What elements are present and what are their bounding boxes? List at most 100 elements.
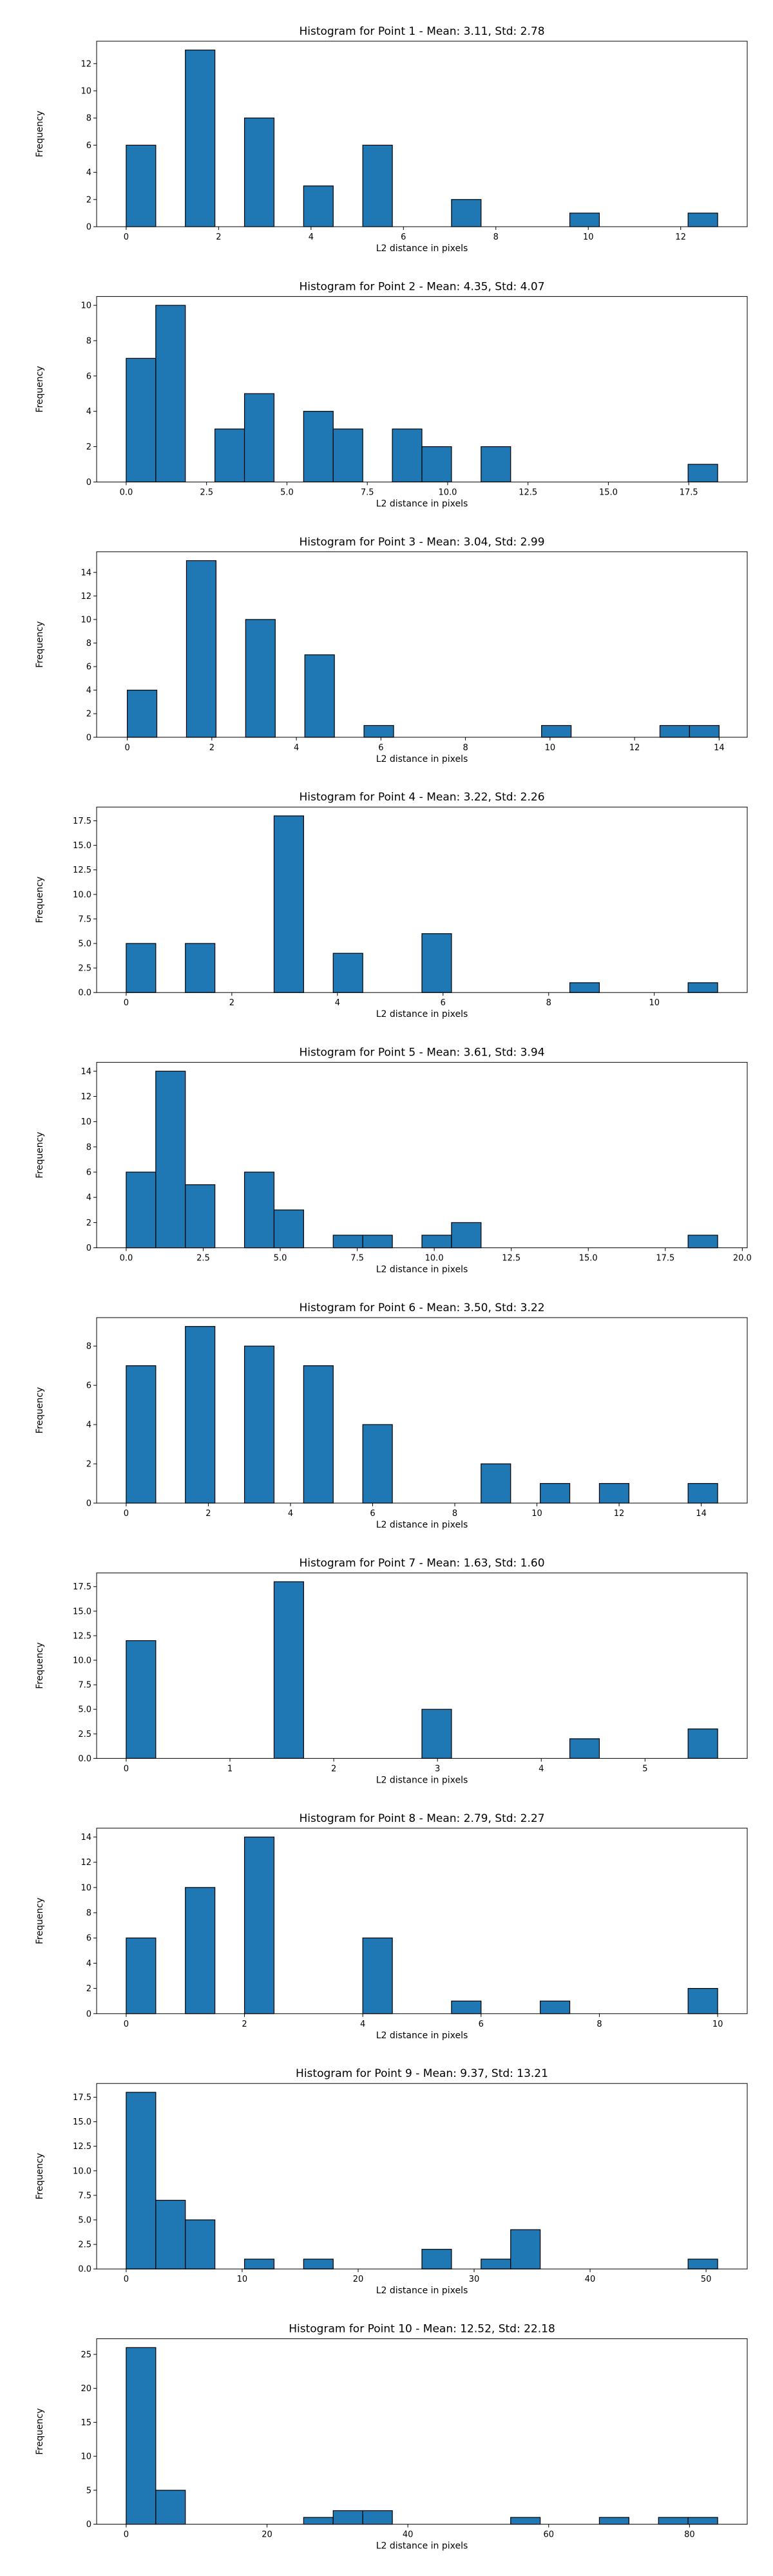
y-tick-label: 12 (81, 1092, 91, 1102)
histogram-bar (687, 213, 718, 227)
x-tick-label: 17.5 (680, 488, 698, 497)
histogram-bar (185, 50, 216, 227)
y-tick-label: 8 (86, 1142, 91, 1152)
histogram-panel-3: 0 2 4 6 8 10 12 14 0 2 4 6 8 10 12 14 Histogram for Poin… (35, 536, 748, 764)
histogram-bar (451, 1222, 482, 1249)
x-tick-label: 10 (545, 743, 556, 753)
y-tick-label: 10.0 (73, 2166, 91, 2176)
x-tick-label: 0.0 (120, 488, 133, 497)
chart-title: Histogram for Point 9 - Mean: 9.37, Std:… (296, 2067, 548, 2080)
histogram-bar (687, 464, 718, 482)
histogram-bar (243, 393, 275, 483)
histogram-bar (243, 1836, 275, 2014)
histogram-panel-4: 0 2 4 6 8 10 0.0 2.5 5.0 7.5 10.0 12.5 15.0 17.5 Histo… (35, 791, 748, 1019)
histogram-bar (421, 933, 452, 993)
y-tick-label: 10 (81, 301, 91, 311)
y-tick-label: 25 (81, 2350, 91, 2360)
chart-title: Histogram for Point 3 - Mean: 3.04, Std:… (299, 536, 544, 549)
y-tick-label: 10 (81, 87, 91, 97)
histogram-bar (687, 1482, 718, 1504)
y-tick-label: 6 (86, 372, 91, 381)
y-tick-label: 0 (86, 2520, 91, 2530)
histogram-bar (421, 446, 452, 482)
axes-frame (96, 1062, 748, 1249)
histogram-bar (362, 1424, 393, 1504)
x-tick-label: 6 (479, 2020, 484, 2029)
x-tick-label: 4 (294, 743, 299, 753)
y-tick-label: 0 (86, 478, 91, 488)
histogram-panel-6: 0 2 4 6 8 10 12 14 0 2 4 6 8 Histogram for Point 6 - … (35, 1302, 748, 1530)
histogram-bar (481, 446, 511, 482)
histogram-bar (155, 2490, 186, 2525)
x-tick-label: 2 (331, 1764, 336, 1774)
x-tick-label: 12 (675, 232, 686, 242)
y-tick-label: 0 (86, 1244, 91, 1253)
y-tick-label: 7.5 (78, 914, 91, 924)
x-tick-label: 10 (531, 1509, 542, 1519)
y-tick-label: 2.5 (78, 1730, 91, 1739)
histogram-bar (185, 1887, 216, 2014)
x-tick-label: 10 (237, 2275, 248, 2284)
y-tick-label: 10.0 (73, 890, 91, 900)
histogram-bar (421, 2249, 452, 2269)
x-tick-label: 14 (714, 743, 725, 753)
histogram-bar (658, 2517, 689, 2525)
y-tick-label: 0 (86, 1499, 91, 1509)
y-tick-label: 8 (86, 114, 91, 124)
histogram-bar (569, 982, 600, 993)
x-tick-label: 2.5 (200, 488, 213, 497)
histogram-bar (540, 1482, 571, 1504)
y-tick-label: 15.0 (73, 2117, 91, 2127)
x-tick-label: 4 (539, 1764, 544, 1774)
histogram-bar (362, 1235, 393, 1249)
histogram-bar (481, 2259, 511, 2269)
x-tick-label: 1 (227, 1764, 233, 1774)
histogram-bar (126, 1365, 157, 1504)
x-tick-label: 7.5 (350, 1254, 364, 1264)
y-tick-label: 14 (81, 1833, 91, 1842)
histogram-bar (126, 1937, 157, 2014)
chart-title: Histogram for Point 5 - Mean: 3.61, Std:… (299, 1046, 544, 1059)
histogram-bar (304, 654, 335, 738)
histogram-bar (421, 1709, 452, 1759)
y-tick-label: 6 (86, 141, 91, 151)
x-tick-label: 15.0 (579, 1254, 598, 1264)
x-tick-label: 80 (684, 2530, 695, 2540)
y-tick-label: 7.5 (78, 1681, 91, 1690)
y-tick-label: 0.0 (78, 1754, 91, 1764)
y-tick-label: 15.0 (73, 1607, 91, 1616)
y-tick-label: 6 (86, 663, 91, 672)
histogram-bar (245, 619, 276, 738)
histogram-bar (569, 1738, 600, 1759)
x-tick-label: 8 (452, 1509, 457, 1519)
x-tick-label: 15.0 (599, 488, 618, 497)
histogram-bar (303, 411, 334, 483)
x-axis-label: L2 distance in pixels (376, 243, 468, 254)
x-tick-label: 0.0 (120, 1254, 133, 1264)
y-tick-label: 0 (86, 733, 91, 743)
histogram-bar (303, 2517, 334, 2525)
y-tick-label: 4 (86, 1959, 91, 1969)
x-tick-label: 8 (596, 2020, 602, 2029)
histogram-panel-5: 0.0 2.5 5.0 7.5 10.0 12.5 15.0 17.5 20.0 0 2 4 6 8 10 1… (35, 1046, 752, 1275)
x-axis-label: L2 distance in pixels (376, 1520, 468, 1530)
histogram-bar (332, 952, 363, 993)
histogram-bar (362, 144, 393, 227)
x-tick-label: 20 (353, 2275, 364, 2284)
x-tick-label: 12 (629, 743, 640, 753)
y-tick-label: 6 (86, 1381, 91, 1391)
chart-title: Histogram for Point 6 - Mean: 3.50, Std:… (299, 1302, 544, 1314)
y-axis-label: Frequency (35, 111, 45, 157)
x-tick-label: 40 (403, 2530, 414, 2540)
x-tick-label: 2 (229, 998, 234, 1008)
y-tick-label: 5 (86, 2486, 91, 2496)
x-tick-label: 2.5 (196, 1254, 210, 1264)
chart-title: Histogram for Point 1 - Mean: 3.11, Std:… (299, 25, 544, 38)
x-tick-label: 2 (242, 2020, 247, 2029)
x-tick-label: 5 (642, 1764, 647, 1774)
histogram-bar (185, 2219, 216, 2269)
x-tick-label: 12.5 (519, 488, 537, 497)
x-tick-label: 20.0 (733, 1254, 752, 1264)
axes-frame (96, 551, 748, 738)
